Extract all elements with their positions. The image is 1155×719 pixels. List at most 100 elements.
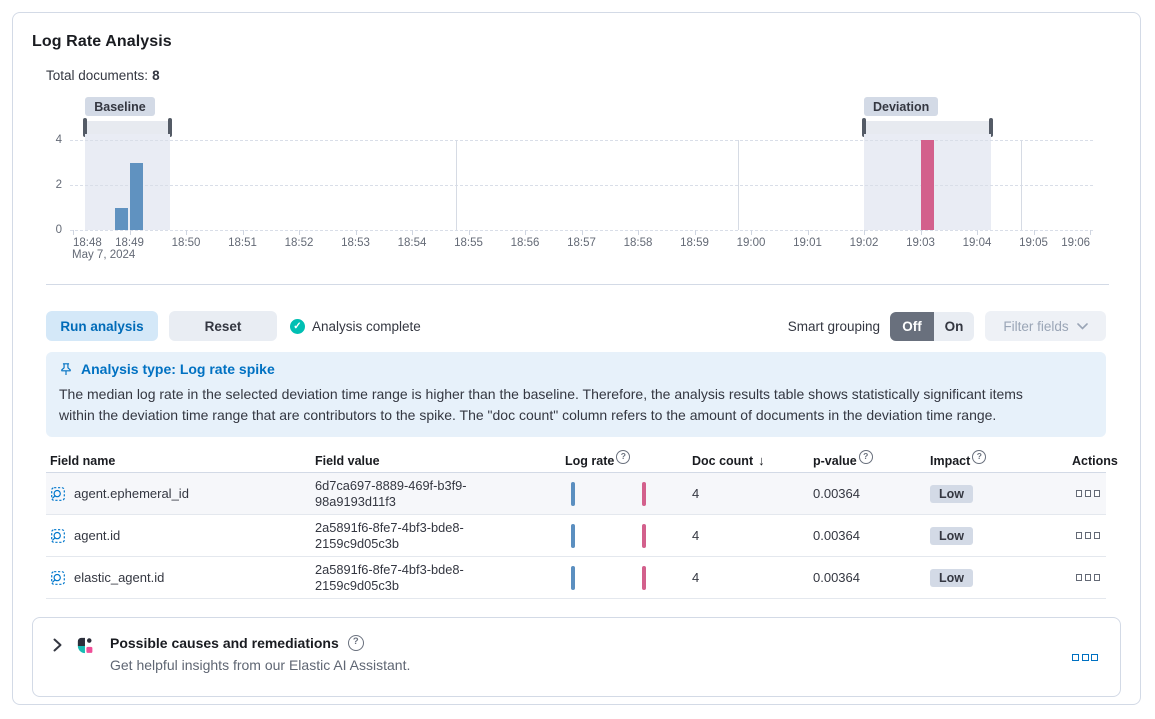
log-rate-cell (565, 481, 692, 506)
histogram-bar-baseline (129, 162, 143, 230)
field-name-cell: elastic_agent.id (50, 570, 315, 586)
chevron-right-icon[interactable] (53, 638, 62, 652)
log-rate-mini-chart (565, 523, 675, 548)
impact-badge: Low (930, 568, 973, 587)
y-axis-tick-label: 4 (55, 134, 62, 146)
row-actions-icon[interactable] (1075, 574, 1100, 581)
smart-grouping-on-button[interactable]: On (934, 311, 974, 341)
log-rate-mini-chart (565, 481, 675, 506)
possible-causes-title: Possible causes and remediations (110, 635, 339, 651)
row-actions-icon[interactable] (1075, 532, 1100, 539)
vertical-gridline (455, 140, 457, 230)
log-rate-cell (565, 565, 692, 590)
doc-count-cell: 4 (692, 528, 700, 543)
actions-cell (1072, 574, 1106, 581)
deviation-mini-bar (642, 481, 646, 506)
table-row[interactable]: agent.id 2a5891f6-8fe7-4bf3-bde8-2159c9d… (46, 515, 1106, 557)
actions-cell (1072, 532, 1106, 539)
vertical-gridline (1020, 140, 1022, 230)
filter-fields-label: Filter fields (1003, 318, 1069, 334)
baseline-brush-right-handle[interactable] (167, 118, 172, 137)
log-rate-analysis-panel: Log Rate Analysis Total documents: 8 Base… (12, 12, 1141, 705)
field-filter-icon[interactable] (50, 528, 66, 544)
question-circle-icon[interactable]: ? (972, 449, 987, 464)
run-analysis-button[interactable]: Run analysis (46, 311, 158, 341)
sort-descending-icon[interactable]: ↓ (758, 453, 765, 468)
question-circle-icon[interactable]: ? (858, 449, 873, 464)
doc-count-cell: 4 (692, 486, 700, 501)
horizontal-gridline (70, 185, 1093, 186)
horizontal-divider (46, 284, 1109, 285)
callout-title-row: Analysis type: Log rate spike (59, 361, 1093, 377)
total-documents: Total documents: 8 (46, 68, 1121, 83)
field-value-cell: 2a5891f6-8fe7-4bf3-bde8-2159c9d05c3b (315, 561, 464, 593)
total-documents-value: 8 (152, 68, 160, 83)
x-axis-date-label: May 7, 2024 (72, 249, 136, 261)
possible-causes-subtitle: Get helpful insights from our Elastic AI… (110, 657, 411, 673)
field-name-value: agent.id (74, 528, 121, 543)
y-axis-tick-label: 0 (55, 224, 62, 236)
baseline-brush[interactable] (83, 118, 172, 137)
deviation-brush-right-handle[interactable] (989, 118, 994, 137)
question-circle-icon[interactable]: ? (347, 635, 364, 651)
p-value-cell: 0.00364 (813, 486, 860, 501)
check-circle-icon: ✓ (290, 318, 305, 334)
row-actions-icon[interactable] (1075, 490, 1100, 497)
impact-badge: Low (930, 484, 973, 503)
deviation-badge: Deviation (864, 97, 939, 116)
field-filter-icon[interactable] (50, 570, 66, 586)
deviation-mini-bar (642, 565, 646, 590)
chevron-down-icon (1076, 322, 1088, 330)
elastic-ai-assistant-icon (77, 637, 93, 654)
horizontal-gridline (70, 140, 1093, 141)
filter-fields-button[interactable]: Filter fields (985, 311, 1106, 341)
field-name-value: agent.ephemeral_id (74, 486, 189, 501)
impact-badge: Low (930, 526, 973, 545)
analysis-results-table: Field name Field value Log rate? Doc cou… (46, 449, 1118, 599)
baseline-mini-bar (571, 523, 575, 548)
table-body: agent.ephemeral_id 6d7ca697-8889-469f-b3… (46, 473, 1106, 599)
baseline-badge: Baseline (85, 97, 155, 116)
column-header-field-name[interactable]: Field name (50, 453, 116, 468)
column-header-log-rate[interactable]: Log rate? (565, 449, 692, 468)
field-value-cell: 2a5891f6-8fe7-4bf3-bde8-2159c9d05c3b (315, 519, 464, 551)
callout-body: The median log rate in the selected devi… (59, 386, 1023, 423)
log-rate-cell (565, 523, 692, 548)
field-value-cell: 6d7ca697-8889-469f-b3f9-98a9193d11f3 (315, 477, 467, 509)
column-header-field-value[interactable]: Field value (315, 453, 380, 468)
histogram-bar-baseline (115, 207, 129, 230)
p-value-cell: 0.00364 (813, 528, 860, 543)
page-title: Log Rate Analysis (32, 33, 172, 50)
impact-cell: Low (930, 526, 1072, 545)
total-documents-label: Total documents: (46, 68, 149, 83)
column-header-impact[interactable]: Impact? (930, 449, 1072, 468)
table-row[interactable]: elastic_agent.id 2a5891f6-8fe7-4bf3-bde8… (46, 557, 1106, 599)
deviation-brush[interactable] (862, 118, 994, 137)
column-header-doc-count[interactable]: Doc count ↓ (692, 453, 765, 468)
doc-count-cell: 4 (692, 570, 700, 585)
impact-cell: Low (930, 484, 1072, 503)
possible-causes-panel[interactable]: Possible causes and remediations ? Get h… (32, 617, 1121, 697)
smart-grouping-label: Smart grouping (787, 318, 880, 334)
baseline-mini-bar (571, 481, 575, 506)
question-circle-icon[interactable]: ? (616, 449, 631, 464)
vertical-gridline (738, 140, 739, 230)
deviation-brush-left-handle[interactable] (862, 118, 866, 137)
panel-actions-icon[interactable] (1072, 654, 1098, 661)
table-header-row: Field name Field value Log rate? Doc cou… (46, 449, 1118, 473)
table-row[interactable]: agent.ephemeral_id 6d7ca697-8889-469f-b3… (46, 473, 1106, 515)
smart-grouping-toggle: Off On (890, 311, 974, 341)
actions-cell (1072, 490, 1106, 497)
analysis-status: ✓ Analysis complete (290, 318, 421, 334)
smart-grouping-off-button[interactable]: Off (890, 311, 934, 341)
field-name-value: elastic_agent.id (74, 570, 165, 585)
baseline-brush-left-handle[interactable] (83, 118, 88, 137)
reset-button[interactable]: Reset (169, 311, 277, 341)
toolbar: Run analysis Reset ✓ Analysis complete S… (46, 311, 1106, 341)
possible-causes-text: Possible causes and remediations ? Get h… (110, 635, 410, 673)
analysis-type-callout: Analysis type: Log rate spike The median… (46, 352, 1106, 437)
column-header-p-value[interactable]: p-value? (813, 449, 930, 468)
field-filter-icon[interactable] (50, 486, 66, 502)
callout-title: Analysis type: Log rate spike (81, 361, 275, 377)
